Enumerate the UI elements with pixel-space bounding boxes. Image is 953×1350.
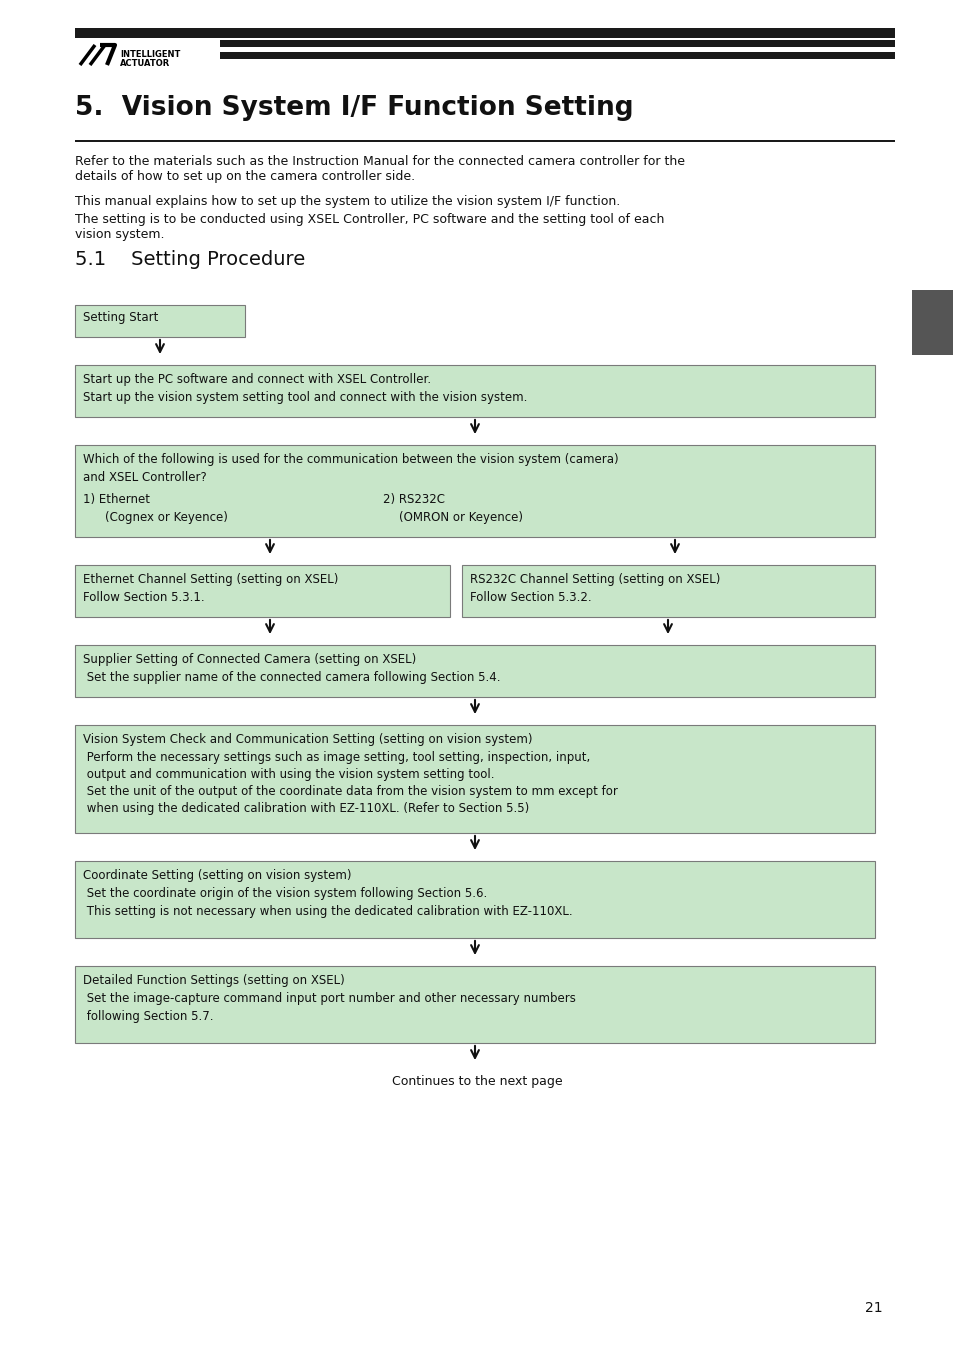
Text: Refer to the materials such as the Instruction Manual for the connected camera c: Refer to the materials such as the Instr… [75,155,684,184]
Text: Set the image-capture command input port number and other necessary numbers: Set the image-capture command input port… [83,992,576,1004]
Text: INTELLIGENT: INTELLIGENT [120,50,180,59]
Text: 21: 21 [864,1301,882,1315]
Text: Supplier Setting of Connected Camera (setting on XSEL): Supplier Setting of Connected Camera (se… [83,653,416,666]
Text: (Cognex or Keyence): (Cognex or Keyence) [105,512,228,524]
Text: Detailed Function Settings (setting on XSEL): Detailed Function Settings (setting on X… [83,973,344,987]
Bar [75,446,874,537]
Bar [75,725,874,833]
Text: This manual explains how to set up the system to utilize the vision system I/F f: This manual explains how to set up the s… [75,194,619,208]
Text: Follow Section 5.3.2.: Follow Section 5.3.2. [470,591,591,603]
Bar [911,290,953,355]
Text: Start up the PC software and connect with XSEL Controller.: Start up the PC software and connect wit… [83,373,431,386]
Bar [75,967,874,1044]
Text: Perform the necessary settings such as image setting, tool setting, inspection, : Perform the necessary settings such as i… [83,751,590,764]
Text: RS232C Channel Setting (setting on XSEL): RS232C Channel Setting (setting on XSEL) [470,572,720,586]
Bar [75,364,874,417]
Text: (OMRON or Keyence): (OMRON or Keyence) [398,512,522,524]
Text: Set the supplier name of the connected camera following Section 5.4.: Set the supplier name of the connected c… [83,671,500,684]
Text: output and communication with using the vision system setting tool.: output and communication with using the … [83,768,494,782]
Text: Coordinate Setting (setting on vision system): Coordinate Setting (setting on vision sy… [83,869,351,882]
Bar [220,40,894,47]
Text: 5.  Vision System I/F Function Setting: 5. Vision System I/F Function Setting [75,95,633,122]
Text: Ethernet Channel Setting (setting on XSEL): Ethernet Channel Setting (setting on XSE… [83,572,338,586]
Bar [461,566,874,617]
Text: Set the unit of the output of the coordinate data from the vision system to mm e: Set the unit of the output of the coordi… [83,784,618,798]
Text: Follow Section 5.3.1.: Follow Section 5.3.1. [83,591,204,603]
Text: This setting is not necessary when using the dedicated calibration with EZ-110XL: This setting is not necessary when using… [83,904,572,918]
Text: following Section 5.7.: following Section 5.7. [83,1010,213,1023]
Text: Set the coordinate origin of the vision system following Section 5.6.: Set the coordinate origin of the vision … [83,887,487,900]
Bar [75,861,874,938]
Text: when using the dedicated calibration with EZ-110XL. (Refer to Section 5.5): when using the dedicated calibration wit… [83,802,529,815]
Bar [75,566,450,617]
Text: Continues to the next page: Continues to the next page [392,1075,561,1088]
Text: Which of the following is used for the communication between the vision system (: Which of the following is used for the c… [83,454,618,466]
Bar [220,53,894,59]
Text: 2) RS232C: 2) RS232C [382,493,444,506]
Bar [75,645,874,697]
Bar [75,305,245,338]
Bar [75,140,894,142]
Text: 1) Ethernet: 1) Ethernet [83,493,150,506]
Bar [75,28,894,38]
Text: Setting Start: Setting Start [83,310,158,324]
Text: The setting is to be conducted using XSEL Controller, PC software and the settin: The setting is to be conducted using XSE… [75,213,663,242]
Text: ACTUATOR: ACTUATOR [120,59,170,68]
Text: and XSEL Controller?: and XSEL Controller? [83,471,207,485]
Text: Start up the vision system setting tool and connect with the vision system.: Start up the vision system setting tool … [83,392,527,404]
Text: 5.1    Setting Procedure: 5.1 Setting Procedure [75,250,305,269]
Text: Vision System Check and Communication Setting (setting on vision system): Vision System Check and Communication Se… [83,733,532,747]
